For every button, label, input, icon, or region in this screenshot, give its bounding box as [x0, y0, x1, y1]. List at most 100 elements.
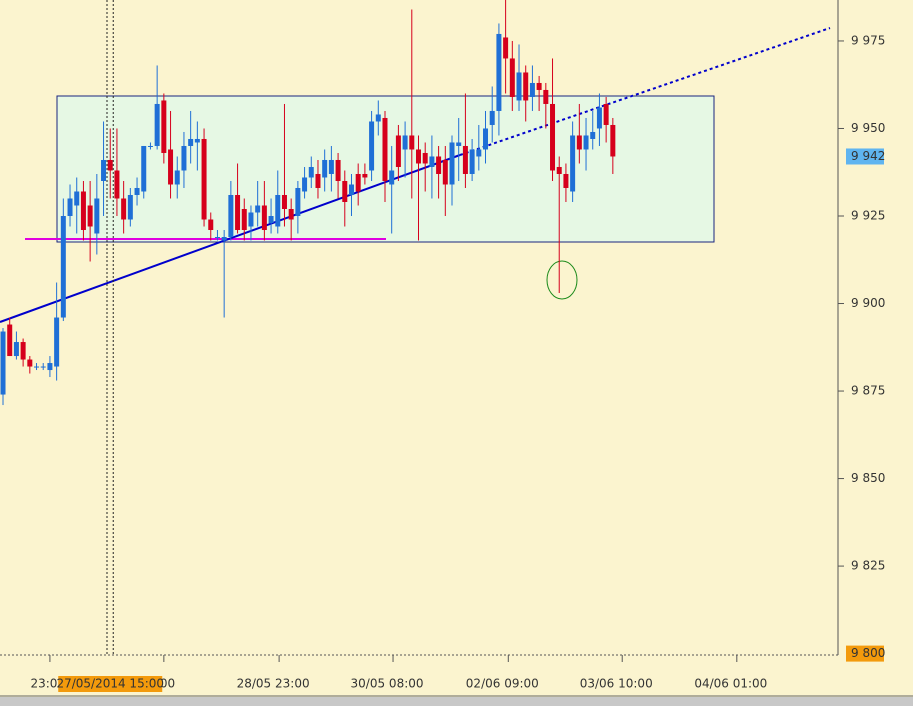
candle-body — [154, 103, 160, 146]
candle-body — [141, 145, 147, 192]
candle-body — [40, 366, 46, 368]
candle-body — [456, 142, 462, 146]
candle-body — [523, 72, 529, 101]
candle-body — [80, 191, 86, 231]
candle-body — [188, 138, 194, 146]
candle-body — [590, 131, 596, 139]
candle-body — [442, 159, 448, 185]
candle-body — [583, 135, 589, 150]
candle-body — [436, 156, 442, 174]
trend-line — [0, 154, 461, 323]
candle-body — [315, 173, 321, 188]
y-tick-label: 9 950 — [851, 121, 885, 135]
candle-body — [255, 205, 261, 213]
candle-body — [422, 152, 428, 164]
candle-body — [221, 237, 227, 241]
candle-body — [570, 135, 576, 192]
candle-body — [74, 191, 80, 206]
x-tick-label: 28/05 23:00 — [237, 677, 310, 691]
candle-body — [94, 198, 100, 234]
candle-body — [556, 166, 562, 174]
candle-body — [328, 159, 334, 174]
candle-body — [67, 198, 73, 216]
candle-body — [550, 103, 556, 171]
candle-body — [275, 194, 281, 227]
candle-body — [369, 121, 375, 171]
candle-body — [248, 212, 254, 227]
candle-body — [194, 138, 200, 143]
x-tick-label: 02/06 09:00 — [466, 677, 539, 691]
candles — [0, 0, 616, 406]
candle-body — [409, 135, 415, 150]
candle-body — [429, 156, 435, 167]
candle-body — [489, 110, 495, 125]
candle-body — [54, 317, 60, 367]
candle-body — [13, 342, 19, 357]
candle-body — [228, 194, 234, 238]
candle-body — [235, 194, 241, 231]
candle-body — [295, 187, 301, 216]
candle-body — [335, 159, 341, 181]
candle-body — [241, 208, 247, 231]
candle-body — [596, 107, 602, 129]
candle-body — [281, 194, 287, 209]
candle-body — [576, 135, 582, 150]
candle-body — [27, 359, 33, 367]
candle-body — [0, 331, 6, 395]
candle-body — [174, 170, 180, 185]
candle-body — [302, 177, 308, 192]
candle-body — [268, 215, 274, 224]
candle-body — [87, 205, 93, 227]
candle-body — [181, 145, 187, 171]
candle-body — [161, 100, 167, 153]
crosshair-x-box — [58, 676, 163, 692]
candle-body — [610, 124, 616, 157]
candle-body — [462, 145, 468, 174]
candle-body — [322, 159, 328, 178]
candle-body — [355, 173, 361, 192]
candle-body — [375, 114, 381, 122]
candle-body — [389, 170, 395, 185]
candle-body — [107, 159, 113, 171]
candle-body — [536, 82, 542, 90]
candle-body — [127, 194, 133, 220]
candle-body — [7, 324, 13, 357]
y-tick-label: 9 900 — [851, 296, 885, 310]
x-tick-label: 23:0 — [30, 677, 57, 691]
last-price-box — [846, 148, 884, 165]
y-tick-label: 9 875 — [851, 384, 885, 398]
candle-body — [101, 159, 107, 181]
candle-body — [168, 149, 174, 185]
candle-body — [342, 180, 348, 202]
status-strip — [0, 697, 913, 706]
last-price-label: 9 942 — [851, 149, 885, 163]
candle-body — [449, 142, 455, 185]
candle-body — [395, 135, 401, 167]
y-tick-label: 9 850 — [851, 471, 885, 485]
candle-body — [47, 363, 53, 371]
candle-body — [20, 342, 26, 360]
candle-body — [496, 33, 502, 111]
candle-body — [348, 184, 354, 195]
candle-body — [543, 89, 549, 104]
candle-body — [563, 173, 569, 188]
candle-body — [121, 198, 127, 220]
candle-body — [415, 149, 421, 164]
candle-body — [469, 149, 475, 174]
candle-body — [134, 187, 140, 195]
candle-body — [288, 208, 294, 220]
y-tick-label: 9 825 — [851, 559, 885, 573]
candle-body — [201, 138, 207, 220]
candle-body — [261, 205, 267, 231]
y-tick-label: 9 925 — [851, 208, 885, 222]
candle-body — [147, 145, 153, 147]
crosshair-y-box — [846, 645, 884, 662]
candle-body — [483, 128, 489, 150]
candle-body — [362, 173, 368, 178]
x-tick-label: 03/06 10:00 — [580, 677, 653, 691]
trend-line-extension — [459, 27, 831, 156]
candle-body — [308, 166, 314, 178]
candle-body — [476, 149, 482, 157]
candle-body — [529, 82, 535, 97]
